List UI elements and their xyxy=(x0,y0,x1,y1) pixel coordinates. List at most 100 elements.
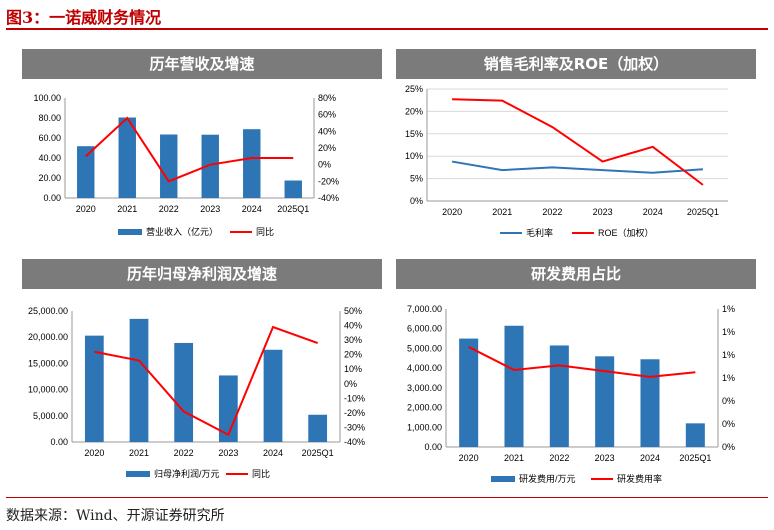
bar xyxy=(160,134,178,198)
bar xyxy=(174,342,194,442)
right-tick-label: -20% xyxy=(318,176,339,186)
legend-label: 同比 xyxy=(256,226,274,237)
bar xyxy=(84,335,104,442)
bar xyxy=(504,325,524,447)
x-tick-label: 2021 xyxy=(504,453,524,463)
left-tick-label: 25,000.00 xyxy=(28,306,68,316)
legend-label: 研发费用率 xyxy=(617,473,662,484)
revenue-panel: 历年营收及增速 0.00 20.00 40.00 60.00 80.00 100.00 -4… xyxy=(22,49,382,259)
x-tick-label: 2020 xyxy=(459,453,479,463)
right-tick-label: 1% xyxy=(722,373,735,383)
x-tick-label: 2024 xyxy=(242,204,262,214)
x-tick-label: 2024 xyxy=(640,453,660,463)
y-tick-label: 10% xyxy=(405,151,423,161)
right-tick-label: -10% xyxy=(344,393,365,403)
x-tick-label: 2024 xyxy=(263,448,283,458)
bar xyxy=(685,423,705,447)
left-tick-label: 0.00 xyxy=(43,193,61,203)
left-tick-label: 7,000.00 xyxy=(407,304,442,314)
right-tick-label: 0% xyxy=(722,396,735,406)
series-line xyxy=(468,346,696,378)
bar xyxy=(595,356,615,447)
left-tick-label: 2,000.00 xyxy=(407,403,442,413)
right-tick-label: 1% xyxy=(722,350,735,360)
right-tick-label: 0% xyxy=(344,379,357,389)
figure-title: 图3：一诺威财务情况 xyxy=(6,8,162,27)
margin-roe-panel: 销售毛利率及ROE（加权） 0% 5% 10% 15% 20% 25% 2020 2021 20… xyxy=(396,49,756,259)
net-profit-chart-title: 历年归母净利润及增速 xyxy=(22,259,382,289)
net-profit-panel: 历年归母净利润及增速 0.00 5,000.00 10,000.00 15,000.0… xyxy=(22,259,382,479)
bar xyxy=(549,345,569,447)
left-tick-label: 10,000.00 xyxy=(28,385,68,395)
left-tick-label: 6,000.00 xyxy=(407,324,442,334)
x-tick-label: 2025Q1 xyxy=(277,204,309,214)
legend-swatch-bar xyxy=(126,471,150,477)
left-tick-label: 5,000.00 xyxy=(407,343,442,353)
x-tick-label: 2022 xyxy=(549,453,569,463)
bar xyxy=(118,117,136,198)
left-tick-label: 15,000.00 xyxy=(28,358,68,368)
bar xyxy=(459,338,479,447)
x-tick-label: 2021 xyxy=(129,448,149,458)
left-tick-label: 80.00 xyxy=(38,113,61,123)
series-line xyxy=(85,116,294,183)
left-tick-label: 20,000.00 xyxy=(28,332,68,342)
legend-swatch-bar xyxy=(491,476,515,482)
y-tick-label: 5% xyxy=(410,174,423,184)
right-tick-label: 1% xyxy=(722,327,735,337)
right-tick-label: 0% xyxy=(722,419,735,429)
right-tick-label: -40% xyxy=(318,193,339,203)
x-tick-label: 2021 xyxy=(492,207,512,217)
right-tick-label: 1% xyxy=(722,304,735,314)
right-tick-label: 40% xyxy=(318,126,336,136)
rd-expense-panel: 研发费用占比 0.00 1,000.00 2,000.00 3,000.00 4,000… xyxy=(396,259,756,484)
right-tick-label: -40% xyxy=(344,437,365,447)
right-tick-label: -20% xyxy=(344,408,365,418)
y-tick-label: 15% xyxy=(405,129,423,139)
right-tick-label: 80% xyxy=(318,93,336,103)
left-tick-label: 20.00 xyxy=(38,173,61,183)
left-tick-label: 40.00 xyxy=(38,153,61,163)
left-tick-label: 1,000.00 xyxy=(407,422,442,432)
y-tick-label: 25% xyxy=(405,84,423,94)
right-tick-label: 20% xyxy=(318,143,336,153)
left-tick-label: 3,000.00 xyxy=(407,383,442,393)
bar xyxy=(263,349,283,442)
y-tick-label: 0% xyxy=(410,196,423,206)
x-tick-label: 2020 xyxy=(84,448,104,458)
series-line xyxy=(452,98,704,186)
left-tick-label: 0.00 xyxy=(50,437,68,447)
left-tick-label: 5,000.00 xyxy=(33,411,68,421)
right-tick-label: 30% xyxy=(344,335,362,345)
x-tick-label: 2021 xyxy=(117,204,137,214)
x-tick-label: 2025Q1 xyxy=(687,207,719,217)
x-tick-label: 2020 xyxy=(76,204,96,214)
revenue-chart: 0.00 20.00 40.00 60.00 80.00 100.00 -40% -20% 0%… xyxy=(33,93,339,237)
margin-roe-chart: 0% 5% 10% 15% 20% 25% 2020 2021 2022 2023 2024 2025… xyxy=(405,84,728,238)
y-tick-label: 20% xyxy=(405,106,423,116)
x-tick-label: 2023 xyxy=(218,448,238,458)
footer-rule xyxy=(6,497,768,498)
left-tick-label: 4,000.00 xyxy=(407,363,442,373)
x-tick-label: 2025Q1 xyxy=(302,448,334,458)
title-rule xyxy=(6,28,768,30)
legend-label: 营业收入（亿元） xyxy=(146,226,218,237)
right-tick-label: 10% xyxy=(344,364,362,374)
right-tick-label: 20% xyxy=(344,350,362,360)
x-tick-label: 2022 xyxy=(159,204,179,214)
bar xyxy=(640,359,660,447)
x-tick-label: 2022 xyxy=(174,448,194,458)
bar xyxy=(243,129,261,198)
x-tick-label: 2025Q1 xyxy=(679,453,711,463)
left-tick-label: 60.00 xyxy=(38,133,61,143)
margin-roe-chart-title: 销售毛利率及ROE（加权） xyxy=(396,49,756,79)
x-tick-label: 2023 xyxy=(200,204,220,214)
right-tick-label: -30% xyxy=(344,422,365,432)
bar xyxy=(308,414,328,442)
revenue-chart-title: 历年营收及增速 xyxy=(22,49,382,79)
right-tick-label: 40% xyxy=(344,321,362,331)
rd-expense-chart: 0.00 1,000.00 2,000.00 3,000.00 4,000.00 5,00… xyxy=(407,304,735,484)
legend-label: ROE（加权） xyxy=(598,227,654,238)
bar xyxy=(201,134,219,198)
series-line xyxy=(451,160,703,174)
